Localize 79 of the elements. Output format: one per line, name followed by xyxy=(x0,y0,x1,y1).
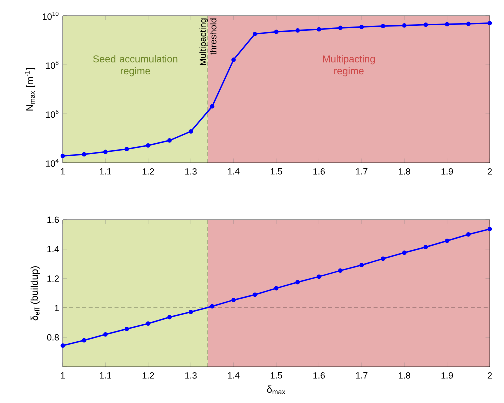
point xyxy=(402,24,407,28)
point xyxy=(232,298,236,302)
x-tick-label: 2 xyxy=(488,372,492,379)
y-tick-label: 1.4 xyxy=(48,246,60,252)
point xyxy=(274,30,279,34)
point xyxy=(402,250,407,256)
point xyxy=(168,138,172,143)
point xyxy=(104,150,108,154)
x-tick-label: 1.6 xyxy=(314,168,326,175)
point xyxy=(146,322,151,326)
x-tick-label: 1.8 xyxy=(399,168,410,175)
band-label: Seed accumulation regime xyxy=(93,55,178,77)
x-tick-label: 1.5 xyxy=(270,168,282,175)
point xyxy=(317,274,322,280)
x-tick-label: 1.2 xyxy=(142,168,154,175)
x-tick-label: 1.3 xyxy=(186,372,197,379)
point xyxy=(466,22,471,26)
x-tick-label: 1.2 xyxy=(142,372,154,379)
point xyxy=(338,26,343,30)
point xyxy=(124,327,130,332)
x-tick-label: 1.6 xyxy=(314,372,326,379)
point xyxy=(210,104,215,109)
y-tick-label: 1.2 xyxy=(48,276,60,282)
y-tick-label: 0.8 xyxy=(47,334,60,341)
y-tick-label: 10$^{6}$ xyxy=(46,110,59,118)
x-axis-title: δ$_{max}$ xyxy=(267,386,286,394)
point xyxy=(252,292,258,298)
x-tick-label: 1.4 xyxy=(228,168,240,175)
x-tick-label: 1.5 xyxy=(270,372,282,379)
point xyxy=(232,58,236,62)
x-tick-label: 1.9 xyxy=(442,372,454,379)
point xyxy=(188,129,194,134)
x-tick-label: 1.9 xyxy=(442,168,454,175)
y-tick-label: 10$^{4}$ xyxy=(46,158,59,167)
point xyxy=(124,147,130,152)
y-axis-title: N$_{max}$ [m$^{-1}$] xyxy=(25,68,36,111)
y-axis-title: δ$_{eff}$ (buildup) xyxy=(30,266,40,321)
point xyxy=(188,310,194,314)
point xyxy=(274,286,279,291)
y-tick-label: 1 xyxy=(55,305,60,312)
x-tick-label: 1.3 xyxy=(186,168,197,175)
y-tick-label: 10$^{10}$ xyxy=(43,12,59,20)
point xyxy=(210,304,215,309)
point xyxy=(381,24,386,28)
point xyxy=(488,21,492,26)
point xyxy=(82,152,87,157)
point xyxy=(466,232,471,237)
x-tick-label: 1.4 xyxy=(228,372,240,379)
y-tick-label: 1.6 xyxy=(48,216,60,224)
point xyxy=(60,154,66,158)
point xyxy=(424,245,428,250)
point xyxy=(296,28,300,33)
point xyxy=(360,263,364,268)
x-tick-label: 1.7 xyxy=(356,372,368,379)
ref-line-label: Multipacting threshold xyxy=(200,18,217,66)
point xyxy=(488,227,492,232)
x-tick-label: 1.7 xyxy=(356,168,368,175)
point xyxy=(424,22,428,28)
point xyxy=(252,32,258,36)
x-tick-label: 2 xyxy=(488,168,492,175)
point xyxy=(60,344,66,348)
y-tick-label: 10$^{8}$ xyxy=(46,60,59,70)
point xyxy=(104,332,108,337)
point xyxy=(146,143,151,148)
point xyxy=(317,27,322,32)
band-label: Multipacting regime xyxy=(323,55,376,77)
x-tick-label: 1.1 xyxy=(100,168,112,175)
point xyxy=(338,268,343,274)
x-tick-label: 1.1 xyxy=(100,372,112,379)
x-tick-label: 1.8 xyxy=(399,372,410,379)
point xyxy=(296,280,300,285)
point xyxy=(168,315,172,320)
point xyxy=(82,338,87,343)
point xyxy=(445,238,450,244)
point xyxy=(360,24,364,30)
point xyxy=(381,256,386,262)
point xyxy=(445,22,450,27)
x-tick-label: 1 xyxy=(61,168,66,175)
x-tick-label: 1 xyxy=(61,372,66,379)
